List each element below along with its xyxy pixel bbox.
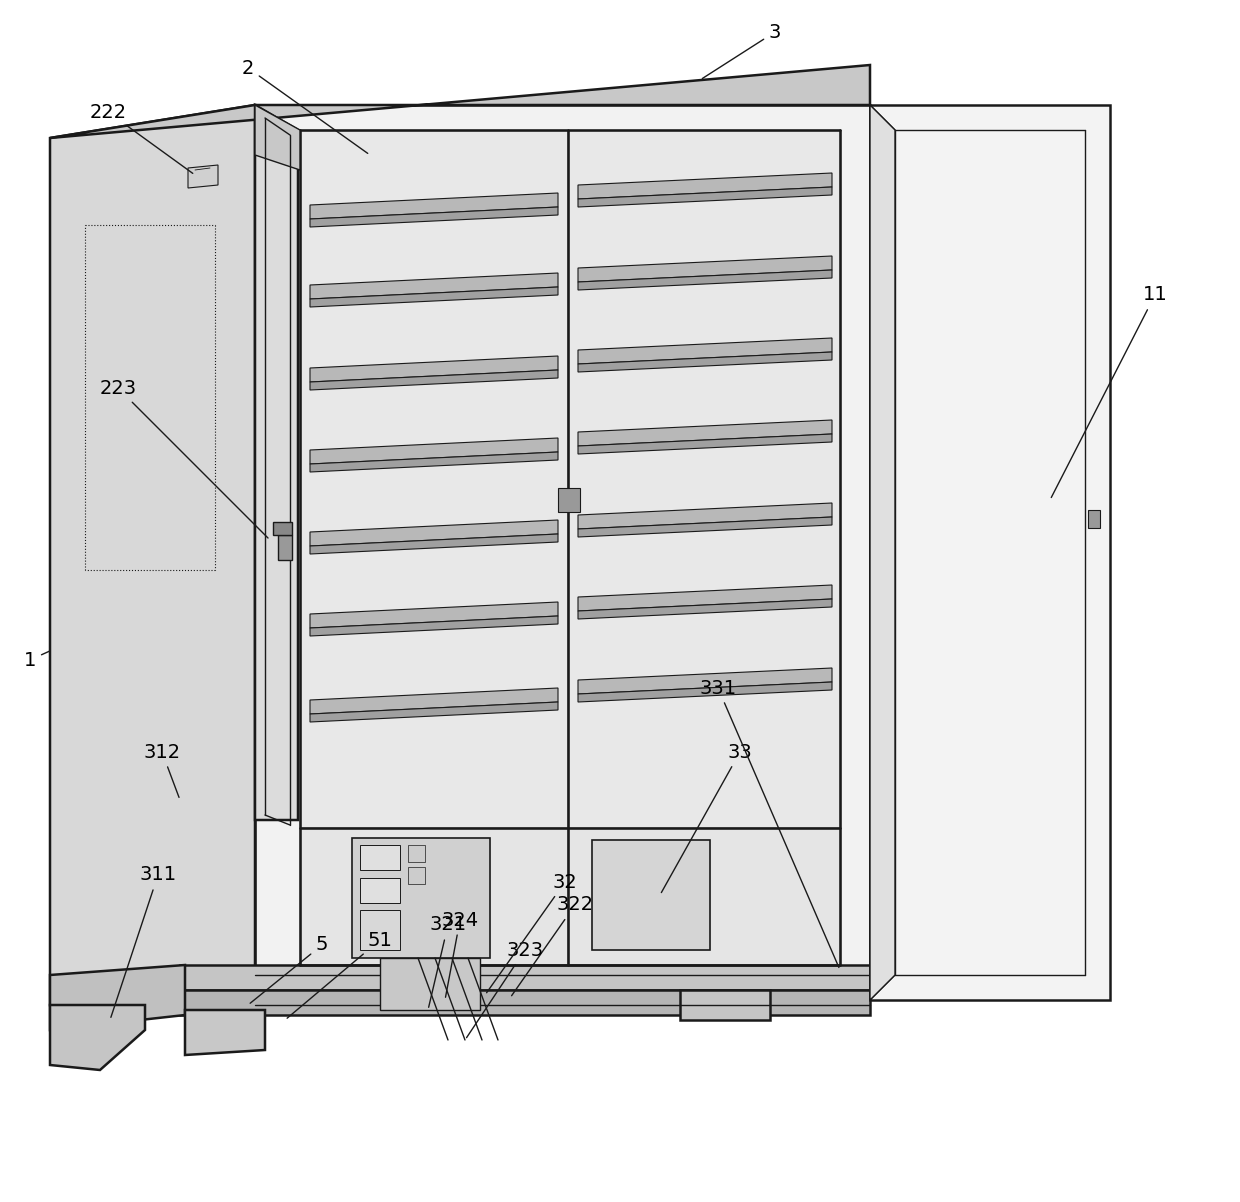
Text: 222: 222: [89, 102, 192, 173]
Polygon shape: [310, 688, 558, 714]
Polygon shape: [360, 910, 401, 950]
Polygon shape: [578, 256, 832, 282]
Polygon shape: [558, 488, 580, 512]
Polygon shape: [310, 207, 558, 227]
Polygon shape: [310, 287, 558, 307]
Polygon shape: [255, 105, 298, 820]
Polygon shape: [255, 105, 870, 975]
Polygon shape: [50, 1005, 145, 1070]
Polygon shape: [870, 105, 1110, 1000]
Text: 33: 33: [661, 743, 753, 893]
Polygon shape: [180, 965, 870, 990]
Polygon shape: [310, 615, 558, 636]
Polygon shape: [578, 517, 832, 537]
Polygon shape: [352, 838, 490, 958]
Text: 321: 321: [429, 916, 466, 1007]
Text: 323: 323: [466, 940, 543, 1037]
Polygon shape: [255, 105, 300, 169]
Polygon shape: [591, 840, 711, 950]
Polygon shape: [568, 828, 839, 965]
Polygon shape: [310, 702, 558, 722]
Text: 331: 331: [699, 678, 839, 968]
Polygon shape: [310, 273, 558, 299]
Polygon shape: [188, 165, 218, 188]
Polygon shape: [50, 105, 255, 1005]
Polygon shape: [1087, 510, 1100, 528]
Polygon shape: [310, 520, 558, 546]
Polygon shape: [568, 130, 839, 828]
Polygon shape: [578, 434, 832, 454]
Polygon shape: [300, 828, 568, 965]
Text: 3: 3: [702, 23, 781, 78]
Polygon shape: [578, 188, 832, 207]
Text: 51: 51: [288, 930, 392, 1018]
Text: 1: 1: [24, 650, 50, 670]
Polygon shape: [578, 338, 832, 364]
Polygon shape: [578, 502, 832, 529]
Polygon shape: [185, 1010, 265, 1055]
Polygon shape: [680, 990, 770, 1020]
Polygon shape: [278, 535, 291, 560]
Polygon shape: [379, 958, 480, 1010]
Text: 311: 311: [110, 865, 176, 1017]
Polygon shape: [360, 877, 401, 903]
Polygon shape: [273, 522, 291, 535]
Text: 312: 312: [144, 743, 181, 797]
Polygon shape: [578, 352, 832, 371]
Polygon shape: [310, 370, 558, 389]
Polygon shape: [180, 990, 870, 1014]
Polygon shape: [408, 845, 425, 862]
Polygon shape: [578, 585, 832, 611]
Polygon shape: [360, 845, 401, 870]
Polygon shape: [578, 599, 832, 619]
Polygon shape: [310, 602, 558, 627]
Polygon shape: [578, 173, 832, 200]
Polygon shape: [578, 419, 832, 446]
Text: 322: 322: [512, 895, 594, 995]
Text: 324: 324: [441, 910, 479, 998]
Polygon shape: [870, 105, 895, 1000]
Polygon shape: [578, 682, 832, 702]
Text: 11: 11: [1052, 286, 1167, 498]
Polygon shape: [578, 270, 832, 290]
Polygon shape: [50, 65, 870, 138]
Text: 32: 32: [486, 873, 578, 993]
Text: 5: 5: [250, 935, 329, 1004]
Polygon shape: [310, 452, 558, 472]
Polygon shape: [50, 965, 185, 1030]
Polygon shape: [408, 867, 425, 883]
Polygon shape: [578, 668, 832, 694]
Polygon shape: [310, 534, 558, 554]
Polygon shape: [310, 356, 558, 382]
Polygon shape: [300, 130, 568, 828]
Polygon shape: [310, 438, 558, 464]
Text: 2: 2: [242, 59, 368, 154]
Text: 223: 223: [99, 379, 268, 538]
Polygon shape: [310, 194, 558, 219]
